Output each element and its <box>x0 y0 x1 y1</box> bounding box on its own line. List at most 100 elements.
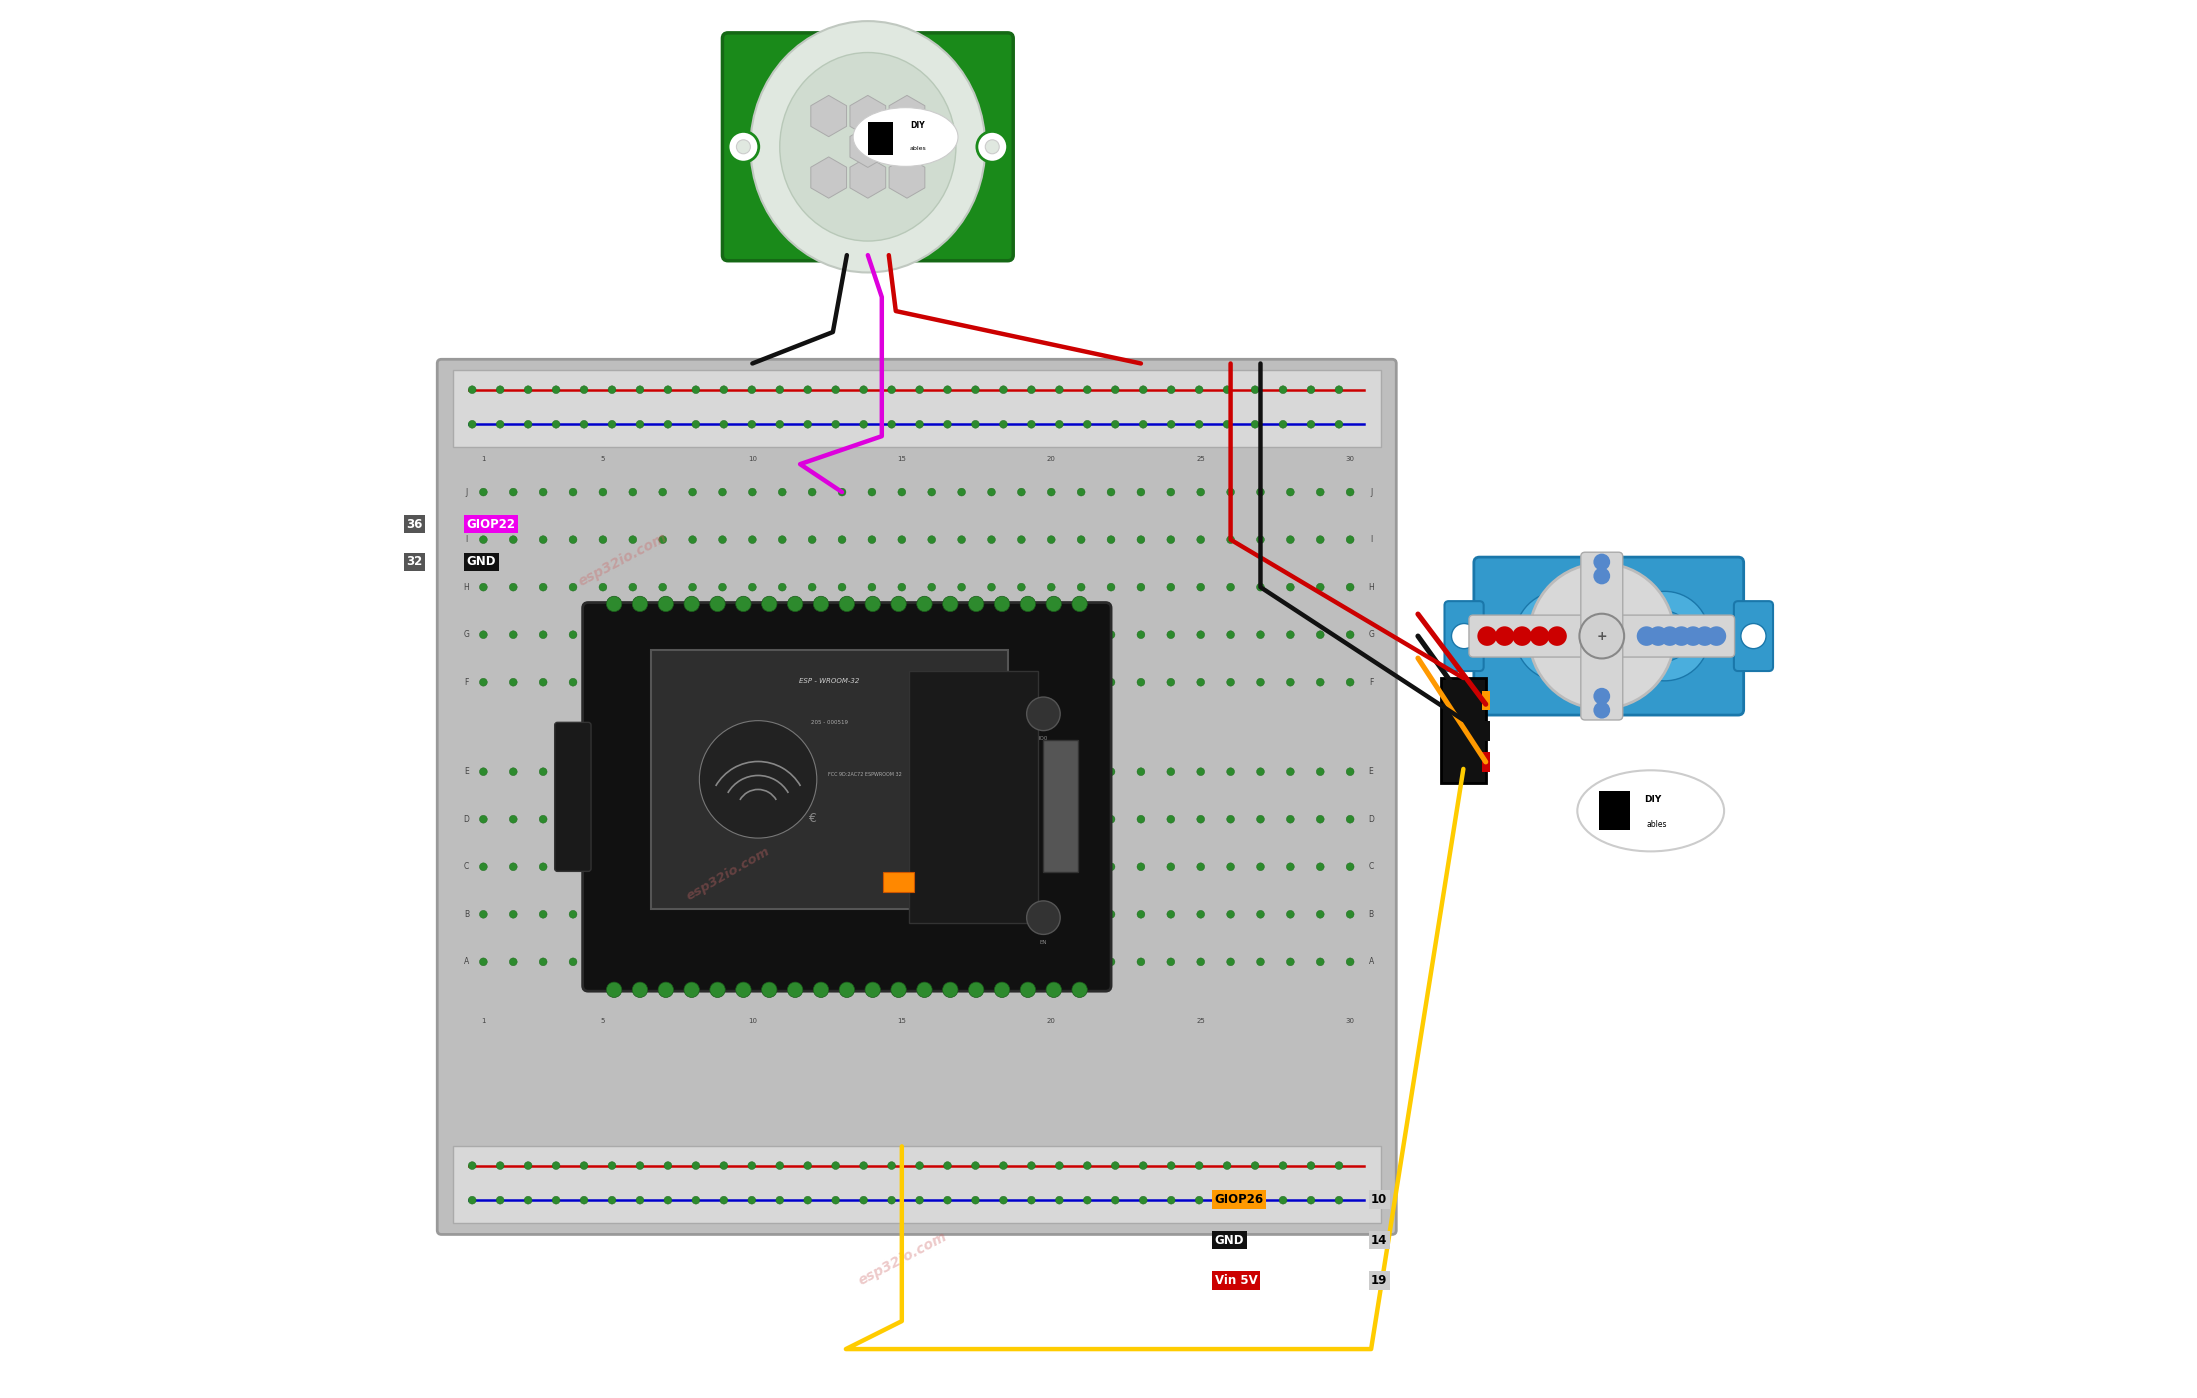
Circle shape <box>721 421 727 428</box>
Circle shape <box>868 488 877 496</box>
Circle shape <box>569 910 578 918</box>
Circle shape <box>659 583 666 591</box>
Circle shape <box>659 958 666 966</box>
Circle shape <box>1226 583 1235 591</box>
Circle shape <box>1072 597 1088 612</box>
Circle shape <box>1197 630 1204 639</box>
Circle shape <box>510 488 516 496</box>
Circle shape <box>1257 863 1265 871</box>
Circle shape <box>633 981 648 998</box>
Circle shape <box>1197 583 1204 591</box>
Circle shape <box>868 768 877 776</box>
Bar <box>910 671 1039 923</box>
Ellipse shape <box>1577 770 1725 851</box>
Circle shape <box>1287 768 1294 776</box>
Bar <box>1481 752 1490 772</box>
Text: €: € <box>808 812 815 825</box>
Circle shape <box>1167 421 1175 428</box>
Circle shape <box>1017 958 1026 966</box>
Circle shape <box>1017 488 1026 496</box>
Circle shape <box>971 421 980 428</box>
Circle shape <box>479 678 488 686</box>
Circle shape <box>569 488 578 496</box>
Circle shape <box>943 421 951 428</box>
Circle shape <box>1694 626 1714 646</box>
Circle shape <box>538 583 547 591</box>
Circle shape <box>747 386 756 394</box>
Circle shape <box>580 386 589 394</box>
Circle shape <box>927 535 936 544</box>
Circle shape <box>971 1197 980 1204</box>
Circle shape <box>749 630 756 639</box>
Circle shape <box>1140 421 1147 428</box>
Circle shape <box>637 1162 644 1170</box>
Circle shape <box>1048 630 1055 639</box>
Circle shape <box>1452 624 1476 649</box>
Circle shape <box>776 1162 784 1170</box>
Circle shape <box>600 815 606 823</box>
Circle shape <box>688 630 696 639</box>
Circle shape <box>804 421 811 428</box>
Circle shape <box>1257 815 1265 823</box>
Text: esp32io.com: esp32io.com <box>857 1229 949 1288</box>
Circle shape <box>736 981 751 998</box>
Circle shape <box>663 421 672 428</box>
Circle shape <box>569 678 578 686</box>
Circle shape <box>600 863 606 871</box>
Text: 5: 5 <box>600 456 604 461</box>
Text: GND: GND <box>1215 1233 1244 1247</box>
Circle shape <box>569 815 578 823</box>
Circle shape <box>1250 1197 1259 1204</box>
Circle shape <box>833 1197 839 1204</box>
Circle shape <box>1336 1197 1342 1204</box>
Circle shape <box>497 1197 503 1204</box>
Text: B: B <box>1369 910 1373 918</box>
Circle shape <box>1707 626 1727 646</box>
Circle shape <box>837 678 846 686</box>
Circle shape <box>1077 678 1085 686</box>
Circle shape <box>721 386 727 394</box>
Circle shape <box>778 910 787 918</box>
Circle shape <box>927 768 936 776</box>
Circle shape <box>749 678 756 686</box>
Circle shape <box>600 488 606 496</box>
Circle shape <box>510 630 516 639</box>
Circle shape <box>1107 958 1114 966</box>
Circle shape <box>692 1197 701 1204</box>
Circle shape <box>749 863 756 871</box>
Circle shape <box>1593 702 1610 719</box>
Circle shape <box>628 958 637 966</box>
FancyBboxPatch shape <box>1470 615 1736 657</box>
Circle shape <box>916 1162 923 1170</box>
Circle shape <box>1077 488 1085 496</box>
Circle shape <box>989 863 995 871</box>
Circle shape <box>1048 815 1055 823</box>
Text: 1: 1 <box>481 456 486 461</box>
Circle shape <box>1250 386 1259 394</box>
Circle shape <box>1107 535 1114 544</box>
Circle shape <box>969 981 984 998</box>
Circle shape <box>837 815 846 823</box>
Circle shape <box>1279 1197 1287 1204</box>
FancyBboxPatch shape <box>554 723 591 871</box>
Circle shape <box>628 815 637 823</box>
Polygon shape <box>850 126 885 168</box>
Circle shape <box>804 386 811 394</box>
Bar <box>453 370 1382 447</box>
Text: 205 - 000519: 205 - 000519 <box>811 720 848 726</box>
Circle shape <box>1138 535 1145 544</box>
Circle shape <box>683 597 699 612</box>
Bar <box>453 1146 1382 1223</box>
Circle shape <box>1048 535 1055 544</box>
Circle shape <box>1017 863 1026 871</box>
Text: ESP - WROOM-32: ESP - WROOM-32 <box>800 678 859 684</box>
Circle shape <box>628 488 637 496</box>
Circle shape <box>479 958 488 966</box>
Circle shape <box>778 863 787 871</box>
Circle shape <box>1197 768 1204 776</box>
Circle shape <box>479 768 488 776</box>
Circle shape <box>892 597 907 612</box>
Circle shape <box>808 910 815 918</box>
Text: GND: GND <box>466 555 497 569</box>
Circle shape <box>868 535 877 544</box>
